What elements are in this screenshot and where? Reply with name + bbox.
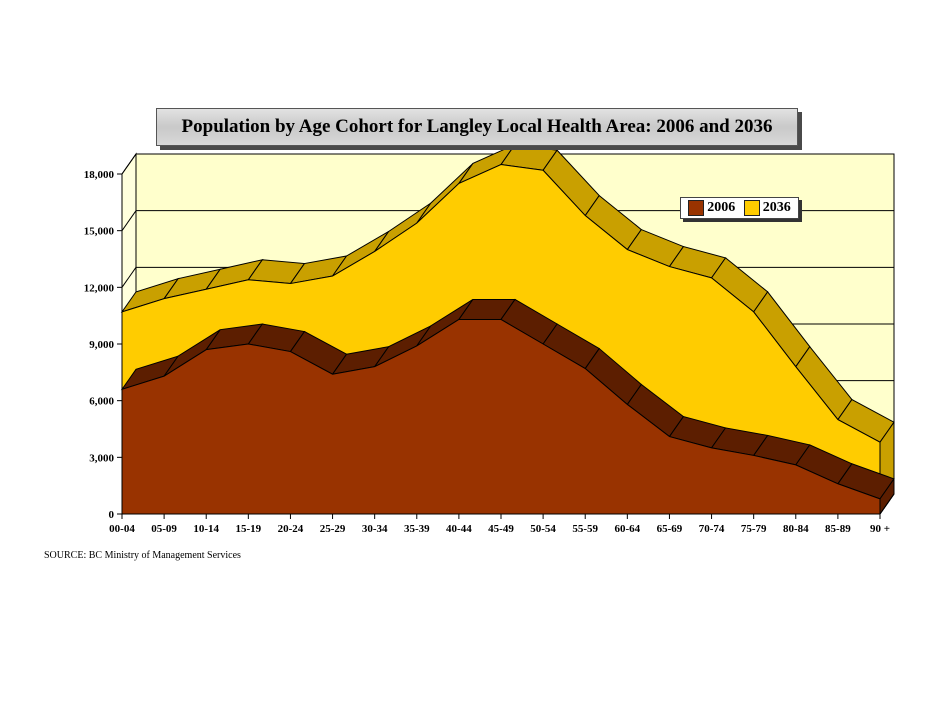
y-tick-label: 3,000 (89, 452, 114, 464)
source-note: SOURCE: BC Ministry of Management Servic… (44, 550, 241, 561)
series-layer (120, 143, 895, 516)
x-tick-label: 40-44 (446, 523, 472, 535)
gridline-side (121, 210, 137, 231)
x-tick-label: 45-49 (488, 523, 514, 535)
series-2006-area (121, 318, 881, 515)
y-tick-label: 18,000 (84, 169, 115, 181)
y-tick-label: 6,000 (89, 396, 114, 408)
x-tick-label: 25-29 (320, 523, 346, 535)
floor-edge (879, 493, 895, 515)
legend-swatch-2036 (743, 200, 760, 216)
x-tick-label: 90 + (870, 523, 890, 535)
y-tick-label: 12,000 (84, 282, 115, 294)
gridline-side (121, 267, 137, 288)
x-tick-label: 70-74 (699, 523, 725, 535)
x-tick-label: 15-19 (235, 523, 261, 535)
legend-item-2006: 2006 (688, 200, 735, 216)
x-tick-label: 05-09 (151, 523, 177, 535)
axes: 0 3,000 6,000 9,000 12,000 15,000 18,000 00-04 0… (84, 169, 895, 535)
x-tick-label: 65-69 (657, 523, 683, 535)
gridline-side (121, 153, 137, 175)
legend-item-2036: 2036 (743, 200, 791, 216)
x-tick-label: 10-14 (193, 523, 219, 535)
x-tick-label: 80-84 (783, 523, 809, 535)
x-tick-label: 75-79 (741, 523, 767, 535)
x-tick-label: 20-24 (278, 523, 304, 535)
legend-swatch-2006 (688, 200, 705, 216)
x-tick-label: 30-34 (362, 523, 388, 535)
legend-label-2036: 2036 (762, 200, 791, 215)
y-tick-label: 9,000 (89, 339, 114, 351)
legend-label-2006: 2006 (707, 200, 736, 215)
x-tick-label: 50-54 (530, 523, 556, 535)
legend: 2006 2036 (680, 197, 799, 219)
chart-title: Population by Age Cohort for Langley Loc… (156, 108, 798, 146)
y-tick-label: 15,000 (84, 226, 115, 238)
x-tick-label: 55-59 (572, 523, 598, 535)
x-tick-label: 00-04 (109, 523, 135, 535)
x-tick-label: 85-89 (825, 523, 851, 535)
x-tick-label: 60-64 (614, 523, 640, 535)
y-tick-label: 0 (109, 509, 115, 521)
x-tick-label: 35-39 (404, 523, 430, 535)
